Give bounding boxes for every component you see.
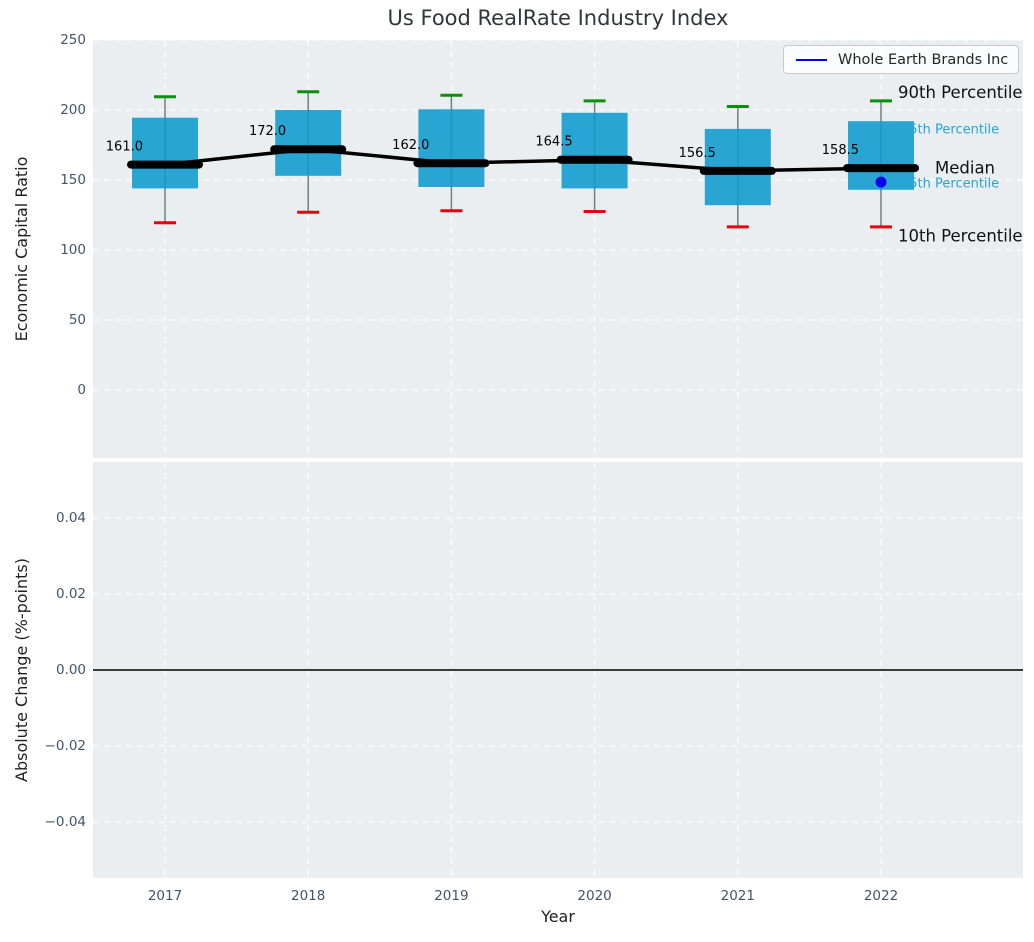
top-y-tick-250: 250 bbox=[60, 32, 86, 48]
top-y-axis-label: Economic Capital Ratio bbox=[12, 156, 31, 342]
bottom-y-tick-−0.02: −0.02 bbox=[44, 738, 86, 754]
annotation-90th-percentile: 90th Percentile bbox=[898, 83, 1023, 102]
box-2017 bbox=[132, 117, 198, 189]
company-data-point bbox=[875, 176, 887, 188]
bottom-y-tick-0.00: 0.00 bbox=[55, 662, 86, 678]
top-y-tick-100: 100 bbox=[60, 242, 86, 258]
box-2020 bbox=[561, 112, 628, 189]
top-y-tick-150: 150 bbox=[60, 172, 86, 188]
bottom-y-tick-0.02: 0.02 bbox=[55, 586, 86, 602]
x-tick-2018: 2018 bbox=[291, 888, 326, 904]
x-axis-label: Year bbox=[541, 907, 575, 926]
median-value-label: 172.0 bbox=[249, 124, 286, 139]
annotation-25th-percentile: 25th Percentile bbox=[901, 176, 999, 191]
bottom-y-tick-0.04: 0.04 bbox=[55, 510, 86, 526]
top-chart-svg: 161.0 172.0 162.0 164.5 156.5 158.5 90th Perce… bbox=[93, 39, 1023, 458]
median-value-label: 162.0 bbox=[392, 138, 429, 153]
bottom-y-axis-label: Absolute Change (%-points) bbox=[12, 558, 31, 782]
median-value-label: 156.5 bbox=[679, 146, 716, 161]
legend: Whole Earth Brands Inc bbox=[783, 45, 1019, 74]
box-2019 bbox=[418, 109, 485, 187]
bottom-chart-svg bbox=[93, 462, 1023, 878]
box-2018 bbox=[275, 110, 342, 176]
annotation-median: Median bbox=[935, 159, 995, 178]
x-tick-2021: 2021 bbox=[720, 888, 755, 904]
median-value-label: 161.0 bbox=[106, 140, 143, 155]
annotation-75th-percentile: 75th Percentile bbox=[901, 123, 999, 138]
legend-line-sample bbox=[796, 58, 827, 61]
top-y-tick-0: 0 bbox=[77, 382, 86, 398]
legend-label: Whole Earth Brands Inc bbox=[838, 51, 1009, 68]
x-tick-2017: 2017 bbox=[147, 888, 183, 904]
chart-title: Us Food RealRate Industry Index bbox=[387, 6, 729, 30]
top-y-tick-200: 200 bbox=[60, 102, 86, 118]
bottom-y-tick-−0.04: −0.04 bbox=[44, 814, 86, 830]
top-y-tick-50: 50 bbox=[68, 312, 86, 328]
bottom-plot-area bbox=[93, 462, 1023, 878]
median-value-label: 158.5 bbox=[822, 143, 859, 158]
top-plot-area: 161.0 172.0 162.0 164.5 156.5 158.5 90th Perce… bbox=[93, 39, 1023, 458]
x-tick-2019: 2019 bbox=[434, 888, 469, 904]
median-value-label: 164.5 bbox=[535, 135, 572, 150]
x-tick-2022: 2022 bbox=[863, 888, 899, 904]
annotation-10th-percentile: 10th Percentile bbox=[898, 226, 1023, 245]
x-tick-2020: 2020 bbox=[577, 888, 612, 904]
